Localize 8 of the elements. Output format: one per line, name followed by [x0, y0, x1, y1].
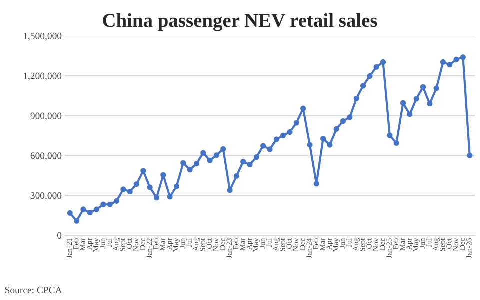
y-tick-label: 0: [58, 232, 62, 239]
y-tick-label: 300,000: [30, 192, 62, 200]
y-tick-label: 600,000: [30, 152, 62, 161]
source-note: Source: CPCA: [5, 286, 62, 294]
y-tick-label: 900,000: [30, 112, 62, 121]
chart-title: China passenger NEV retail sales: [103, 14, 378, 32]
y-tick-label: 1,200,000: [24, 72, 62, 81]
y-tick-label: 1,500,000: [24, 32, 62, 41]
